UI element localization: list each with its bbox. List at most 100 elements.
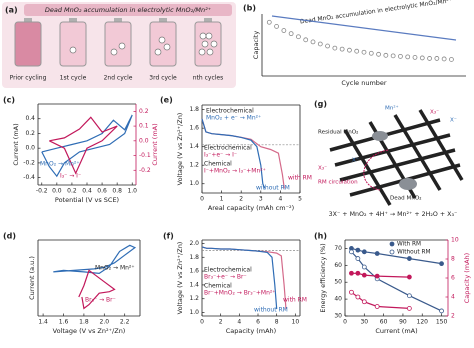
mno2-particle bbox=[205, 32, 213, 40]
data-point bbox=[325, 43, 330, 49]
panel-label: (g) bbox=[314, 100, 327, 109]
x-tick-label: 4 bbox=[237, 319, 241, 326]
stage-label: Prior cycling bbox=[10, 75, 47, 82]
x-tick-label: 0.6 bbox=[97, 188, 107, 195]
x-tick-label: 60 bbox=[380, 319, 388, 326]
data-point bbox=[374, 304, 380, 309]
x-tick-label: 0 bbox=[200, 319, 204, 326]
series-label: without RM bbox=[256, 185, 290, 192]
data-point bbox=[361, 49, 367, 55]
x-tick-label: 90 bbox=[399, 319, 407, 326]
y2-axis-label: Current (mA) bbox=[151, 123, 159, 165]
battery-cap bbox=[159, 18, 167, 22]
x-axis-label: Current (mA) bbox=[375, 327, 417, 335]
series-line bbox=[201, 246, 278, 310]
battery bbox=[14, 21, 42, 67]
diagram-label: X⁻ bbox=[450, 118, 457, 124]
data-point bbox=[361, 264, 367, 270]
y-tick-label: 0.0 bbox=[25, 145, 35, 152]
x-tick-label: 0.4 bbox=[82, 188, 92, 195]
series-line bbox=[351, 291, 410, 309]
x-axis-label: Potential (V vs SCE) bbox=[55, 196, 119, 204]
panel-label: (e) bbox=[160, 96, 173, 105]
battery-cap bbox=[69, 18, 77, 22]
data-point bbox=[361, 299, 367, 305]
annotation: I₃⁻ → I⁻ bbox=[60, 173, 81, 180]
stage-label: nth cycles bbox=[193, 75, 224, 82]
x-tick-label: 1.8 bbox=[79, 319, 89, 326]
x-axis-label: Cycle number bbox=[341, 79, 387, 87]
diagram-label: RM circulation bbox=[318, 180, 358, 186]
mno2-particle bbox=[110, 48, 118, 56]
y-axis-label: Voltage (V vs Zn²⁺/Zn) bbox=[176, 242, 184, 315]
battery-cap bbox=[24, 18, 32, 22]
data-point bbox=[376, 51, 381, 57]
y-axis-label: Voltage (V vs Zn²⁺/Zn) bbox=[176, 113, 184, 186]
data-point bbox=[296, 34, 301, 40]
x-tick-label: 30 bbox=[360, 319, 368, 326]
circulation-arrow bbox=[363, 149, 389, 191]
data-point bbox=[354, 48, 360, 54]
equation: 3X⁻ + MnO₂ + 4H⁺ → Mn²⁺ + 2H₂O + X₃⁻ bbox=[329, 211, 458, 218]
data-point bbox=[419, 55, 425, 61]
x-axis-label: Voltage (V vs Zn²⁺/Zn) bbox=[53, 327, 126, 335]
y-tick-label: 1.2 bbox=[189, 295, 199, 302]
battery bbox=[149, 21, 177, 67]
annotation: I⁻+MnO₂ → I₃⁻+Mn²⁺ bbox=[204, 168, 266, 175]
data-point bbox=[310, 39, 316, 45]
x-tick-label: -0.2 bbox=[36, 188, 48, 195]
data-point bbox=[406, 256, 412, 261]
data-point bbox=[355, 270, 361, 276]
x-tick-label: 0 bbox=[200, 196, 204, 203]
y2-tick-label: 8 bbox=[451, 256, 455, 263]
x-tick-label: 6 bbox=[256, 319, 260, 326]
legend-label: Without RM bbox=[397, 250, 431, 256]
y-tick-label: 1.0 bbox=[189, 180, 199, 187]
data-point bbox=[332, 45, 338, 51]
series-label: without RM bbox=[254, 307, 288, 314]
data-point bbox=[449, 57, 454, 62]
data-point bbox=[347, 47, 352, 53]
panel-label: (c) bbox=[3, 96, 15, 105]
y-tick-label: 1.8 bbox=[189, 106, 199, 113]
y-tick-label: -0.2 bbox=[23, 159, 35, 166]
data-point bbox=[317, 41, 323, 47]
y-tick-label: 0.4 bbox=[25, 115, 35, 122]
y-tick-label: 70 bbox=[334, 245, 342, 252]
panel-label: (b) bbox=[243, 4, 256, 13]
data-point bbox=[406, 305, 412, 311]
mno2-particle bbox=[69, 46, 77, 54]
y2-tick-label: 2 bbox=[451, 313, 455, 320]
stage-label: 3rd cycle bbox=[149, 75, 177, 82]
panel-label: (d) bbox=[3, 232, 16, 241]
data-point bbox=[406, 274, 412, 280]
y-tick-label: 1.6 bbox=[189, 125, 199, 132]
x-tick-label: 2 bbox=[239, 196, 243, 203]
diagram-label: Dead MnO₂ bbox=[390, 196, 422, 202]
annotation: Chemical bbox=[204, 161, 232, 168]
mno2-particle bbox=[201, 40, 209, 48]
dead-mno2 bbox=[399, 178, 417, 190]
panel-label: (a) bbox=[5, 6, 18, 15]
battery-cap bbox=[114, 18, 122, 22]
data-point bbox=[439, 308, 444, 314]
x-tick-label: 150 bbox=[436, 319, 448, 326]
y-tick-label: 0.2 bbox=[25, 130, 35, 137]
y2-tick-label: -0.1 bbox=[139, 152, 151, 159]
data-point bbox=[374, 251, 380, 256]
annotation: MnO₂ → Mn²⁺ bbox=[95, 265, 135, 272]
series-line bbox=[41, 114, 133, 178]
series-line bbox=[201, 118, 266, 189]
legend-marker bbox=[389, 241, 395, 247]
series-line bbox=[49, 116, 118, 175]
mesh-strand bbox=[339, 148, 456, 182]
x-tick-label: 8 bbox=[275, 319, 279, 326]
data-point bbox=[355, 256, 361, 261]
y2-tick-label: 6 bbox=[451, 275, 455, 282]
y-tick-label: 1.6 bbox=[189, 268, 199, 275]
diagram-label: X₃⁻ bbox=[318, 166, 327, 172]
diagram-label: X₃⁻ bbox=[430, 110, 439, 116]
battery-cap bbox=[204, 18, 212, 22]
mno2-particle bbox=[210, 40, 218, 48]
